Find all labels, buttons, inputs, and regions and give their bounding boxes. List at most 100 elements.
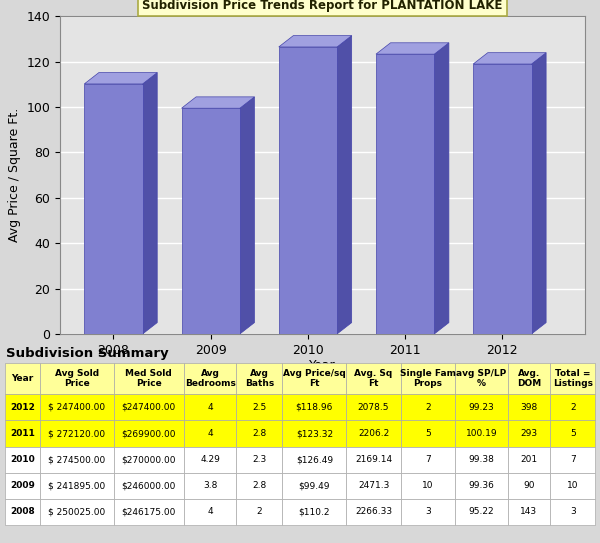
Bar xyxy=(283,394,346,420)
Text: 4: 4 xyxy=(208,507,213,516)
Text: 2169.14: 2169.14 xyxy=(355,455,392,464)
Text: 5: 5 xyxy=(570,429,576,438)
Text: 201: 201 xyxy=(520,455,538,464)
Bar xyxy=(346,499,401,525)
Bar xyxy=(113,446,184,472)
Text: 2: 2 xyxy=(425,403,431,412)
Text: $247400.00: $247400.00 xyxy=(122,403,176,412)
Text: 95.22: 95.22 xyxy=(469,507,494,516)
Text: $ 250025.00: $ 250025.00 xyxy=(48,507,106,516)
Bar xyxy=(455,394,508,420)
Text: 100.19: 100.19 xyxy=(466,429,497,438)
Text: Avg
Bedrooms: Avg Bedrooms xyxy=(185,369,236,388)
Bar xyxy=(508,363,550,394)
Polygon shape xyxy=(532,53,546,334)
Bar xyxy=(236,472,283,499)
Text: 4: 4 xyxy=(208,403,213,412)
Bar xyxy=(283,446,346,472)
Bar xyxy=(508,499,550,525)
Bar xyxy=(550,472,595,499)
Bar xyxy=(40,472,113,499)
Bar xyxy=(236,420,283,446)
Text: $ 247400.00: $ 247400.00 xyxy=(48,403,106,412)
Bar xyxy=(473,64,532,334)
Bar xyxy=(113,394,184,420)
Text: 7: 7 xyxy=(570,455,576,464)
Bar xyxy=(113,499,184,525)
Bar xyxy=(550,446,595,472)
Bar xyxy=(113,363,184,394)
Text: 2010: 2010 xyxy=(10,455,35,464)
Text: Avg Price/sq
Ft: Avg Price/sq Ft xyxy=(283,369,346,388)
Y-axis label: Avg Price / Square Ft.: Avg Price / Square Ft. xyxy=(8,108,21,242)
Text: 3: 3 xyxy=(570,507,576,516)
Bar xyxy=(346,446,401,472)
Text: 3.8: 3.8 xyxy=(203,481,217,490)
Text: 2.3: 2.3 xyxy=(252,455,266,464)
Text: $99.49: $99.49 xyxy=(299,481,330,490)
Bar xyxy=(401,446,455,472)
Bar xyxy=(455,499,508,525)
Text: Avg. Sq
Ft: Avg. Sq Ft xyxy=(355,369,392,388)
Text: 4.29: 4.29 xyxy=(200,455,220,464)
Bar xyxy=(40,394,113,420)
Text: Subdivision Summary: Subdivision Summary xyxy=(6,347,169,360)
Bar xyxy=(40,363,113,394)
Bar xyxy=(508,446,550,472)
Text: 2206.2: 2206.2 xyxy=(358,429,389,438)
Text: Avg Sold
Price: Avg Sold Price xyxy=(55,369,99,388)
Text: 2.8: 2.8 xyxy=(252,429,266,438)
Text: 4: 4 xyxy=(208,429,213,438)
Bar xyxy=(401,420,455,446)
Text: Total =
Listings: Total = Listings xyxy=(553,369,593,388)
Text: $ 241895.00: $ 241895.00 xyxy=(48,481,106,490)
Bar xyxy=(283,363,346,394)
Text: Med Sold
Price: Med Sold Price xyxy=(125,369,172,388)
Bar xyxy=(5,472,40,499)
Text: 293: 293 xyxy=(520,429,538,438)
Polygon shape xyxy=(143,73,157,334)
Bar xyxy=(346,472,401,499)
Bar xyxy=(376,54,434,334)
Bar xyxy=(184,363,236,394)
Bar xyxy=(5,420,40,446)
Bar xyxy=(184,446,236,472)
Bar xyxy=(455,472,508,499)
Bar xyxy=(550,394,595,420)
Text: 2: 2 xyxy=(570,403,575,412)
Text: 99.23: 99.23 xyxy=(469,403,494,412)
Bar xyxy=(401,363,455,394)
Polygon shape xyxy=(376,43,449,54)
Bar xyxy=(5,446,40,472)
Text: $270000.00: $270000.00 xyxy=(121,455,176,464)
Bar xyxy=(236,363,283,394)
Text: 3: 3 xyxy=(425,507,431,516)
Bar xyxy=(40,420,113,446)
Text: 10: 10 xyxy=(567,481,578,490)
Text: 2011: 2011 xyxy=(10,429,35,438)
Text: Avg.
DOM: Avg. DOM xyxy=(517,369,541,388)
Bar xyxy=(184,472,236,499)
Bar xyxy=(401,394,455,420)
Bar xyxy=(40,446,113,472)
Text: $246175.00: $246175.00 xyxy=(122,507,176,516)
Polygon shape xyxy=(434,43,449,334)
Bar xyxy=(5,499,40,525)
Bar xyxy=(401,472,455,499)
Text: 2009: 2009 xyxy=(10,481,35,490)
Bar xyxy=(346,420,401,446)
Text: $ 274500.00: $ 274500.00 xyxy=(48,455,106,464)
Bar xyxy=(113,472,184,499)
Text: 2.8: 2.8 xyxy=(252,481,266,490)
Bar xyxy=(279,47,337,334)
Bar xyxy=(283,420,346,446)
Polygon shape xyxy=(473,53,546,64)
Polygon shape xyxy=(182,97,254,108)
Bar xyxy=(455,363,508,394)
Bar xyxy=(5,363,40,394)
Polygon shape xyxy=(85,73,157,84)
Title: Subdivision Price Trends Report for PLANTATION LAKE: Subdivision Price Trends Report for PLAN… xyxy=(142,0,503,12)
Bar xyxy=(5,394,40,420)
Text: 10: 10 xyxy=(422,481,434,490)
Text: $ 272120.00: $ 272120.00 xyxy=(48,429,106,438)
